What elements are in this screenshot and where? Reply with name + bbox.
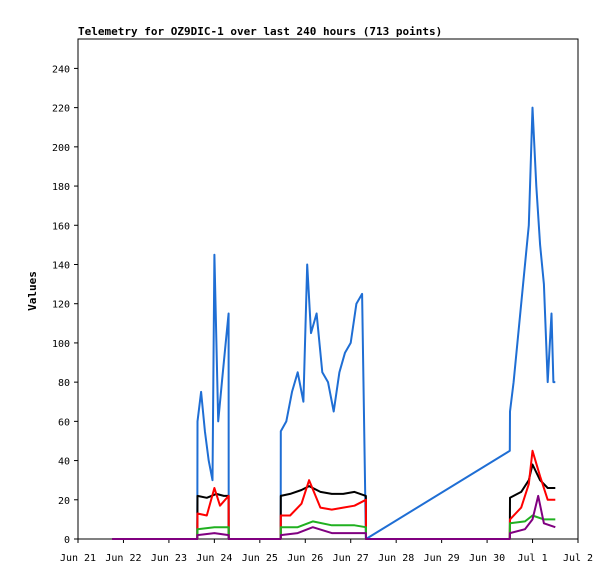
- y-tick-label: 160: [52, 221, 70, 232]
- x-tick-label: Jun 22: [105, 553, 141, 564]
- y-axis-label: Values: [26, 271, 39, 311]
- x-tick-label: Jun 24: [196, 553, 232, 564]
- y-tick-label: 120: [52, 300, 70, 311]
- series-line-3: [112, 449, 556, 540]
- series-line-5: [112, 494, 556, 540]
- x-tick-label: Jun 27: [333, 553, 369, 564]
- series-group: [112, 106, 556, 540]
- y-tick-label: 200: [52, 143, 70, 154]
- y-tick-label: 240: [52, 64, 70, 75]
- x-axis-ticks: Jun 21 Jun 22 Jun 23 Jun 24 Jun 25 Jun 26 Jun …: [60, 539, 593, 564]
- y-tick-label: 180: [52, 182, 70, 193]
- y-tick-label: 60: [58, 417, 70, 428]
- x-tick-label: Jun 23: [151, 553, 187, 564]
- chart-title: Telemetry for OZ9DIC-1 over last 240 hou…: [78, 25, 442, 38]
- y-tick-label: 40: [58, 457, 70, 468]
- series-line-4: [112, 514, 556, 540]
- x-tick-label: Jun 30: [469, 553, 505, 564]
- plot-area-frame: [77, 38, 579, 540]
- series-line-1: [112, 106, 556, 540]
- y-tick-label: 140: [52, 260, 70, 271]
- x-tick-label: Jun 29: [424, 553, 460, 564]
- x-tick-label: Jul 1: [517, 553, 547, 564]
- y-tick-label: 20: [58, 496, 70, 507]
- series-line-2: [112, 463, 556, 540]
- y-tick-label: 0: [64, 535, 70, 546]
- x-tick-label: Jun 25: [242, 553, 278, 564]
- x-tick-label: Jun 21: [60, 553, 96, 564]
- y-tick-label: 80: [58, 378, 70, 389]
- x-tick-label: Jun 26: [287, 553, 323, 564]
- y-tick-label: 220: [52, 104, 70, 115]
- y-tick-label: 100: [52, 339, 70, 350]
- x-tick-label: Jun 28: [378, 553, 414, 564]
- x-tick-label: Jul 2: [563, 553, 593, 564]
- y-axis-ticks: 0 20 40 60 80 100 120 140 160 180 200 220 240: [52, 64, 78, 546]
